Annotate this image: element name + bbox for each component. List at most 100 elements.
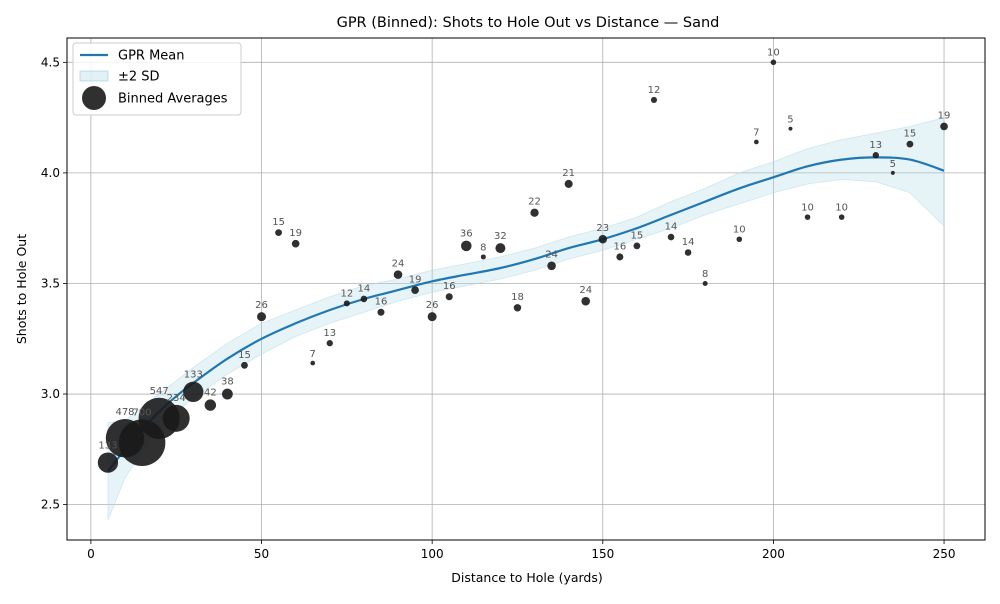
count-label: 12 [648,85,661,96]
count-label: 26 [426,300,439,311]
count-label: 24 [545,250,558,261]
count-label: 21 [562,168,575,179]
plot-frame [66,37,986,541]
chart-title: GPR (Binned): Shots to Hole Out vs Dista… [337,15,720,31]
count-label: 24 [392,258,405,269]
y-axis-label: Shots to Hole Out [14,234,29,344]
y-tick-label: 2.5 [41,498,60,512]
x-tick-label: 50 [254,547,269,561]
binned-point [275,229,282,237]
count-label: 38 [221,377,234,388]
y-tick-label: 3.5 [41,276,60,290]
count-label: 10 [801,202,814,213]
count-label: 12 [340,288,353,299]
legend: GPR Mean ±2 SD Binned Averages [72,42,242,116]
binned-point [495,243,506,254]
axis-ticks: 0 50 100 150 200 250 2.5 3.0 3.5 4.0 4.5 [41,55,956,561]
y-tick-label: 3.0 [41,387,60,401]
count-label: 14 [358,284,371,295]
binned-point [326,340,333,347]
binned-point [513,304,522,312]
binned-point [890,170,895,175]
binned-point [770,59,777,66]
binned-point [480,254,486,260]
count-label: 15 [272,217,285,228]
count-label: 10 [733,225,746,236]
binned-point [221,388,233,400]
count-label: 26 [255,300,268,311]
count-label: 133 [98,441,117,452]
binned-point [650,96,658,103]
legend-marker-swatch [82,86,106,110]
binned-point [581,296,591,306]
binned-point [360,295,368,303]
count-label: 10 [767,48,780,59]
count-label: 42 [204,387,217,398]
count-label: 16 [443,281,456,292]
x-axis-label: Distance to Hole (yards) [451,570,603,585]
binned-point [804,214,811,220]
count-label: 15 [904,129,917,140]
binned-point [343,300,350,307]
binned-point [427,312,437,322]
count-label: 19 [289,228,302,239]
count-label: 478 [115,407,134,418]
binned-point [241,361,248,369]
binned-point [684,249,692,256]
y-tick-label: 4.5 [41,55,60,69]
binned-points-layer [97,59,948,473]
binned-point [411,286,419,294]
count-label: 5 [787,115,793,126]
count-label: 547 [150,386,169,397]
count-label: 7 [753,128,759,139]
binned-point [257,312,267,322]
binned-point [838,214,845,220]
binned-point [377,308,385,316]
x-tick-label: 200 [762,547,785,561]
count-label: 16 [375,297,388,308]
y-tick-label: 4.0 [41,166,60,180]
binned-point [530,208,539,217]
binned-point [183,381,204,402]
count-label: 19 [409,274,422,285]
count-label: 22 [528,197,541,208]
legend-label: GPR Mean [118,49,185,64]
count-label: 15 [238,350,251,361]
binned-point [460,240,472,252]
binned-point [547,261,556,271]
binned-point [310,360,316,366]
count-label: 14 [665,222,678,233]
x-tick-label: 100 [421,547,444,561]
count-label: 234 [167,393,186,404]
count-label: 133 [184,370,203,381]
count-label: 5 [890,159,896,170]
binned-point [754,139,759,145]
binned-point [445,293,453,301]
count-label: 16 [613,241,626,252]
binned-point [940,122,948,131]
count-label: 15 [631,231,644,242]
binned-point [667,233,675,241]
x-tick-label: 150 [591,547,614,561]
binned-point [788,126,793,131]
count-label: 7 [310,349,316,360]
binned-point [97,452,119,473]
binned-point [633,242,641,250]
binned-point [162,404,190,432]
count-label: 23 [596,223,609,234]
binned-point [736,236,743,243]
binned-point [598,235,608,244]
count-label: 36 [460,229,473,240]
legend-label: ±2 SD [118,70,160,85]
binned-point [564,179,573,188]
count-label: 13 [323,328,336,339]
legend-box [72,42,242,116]
binned-point [393,270,403,279]
x-tick-label: 0 [87,547,95,561]
count-label: 8 [702,269,708,280]
binned-point [616,253,624,261]
x-tick-label: 250 [933,547,956,561]
